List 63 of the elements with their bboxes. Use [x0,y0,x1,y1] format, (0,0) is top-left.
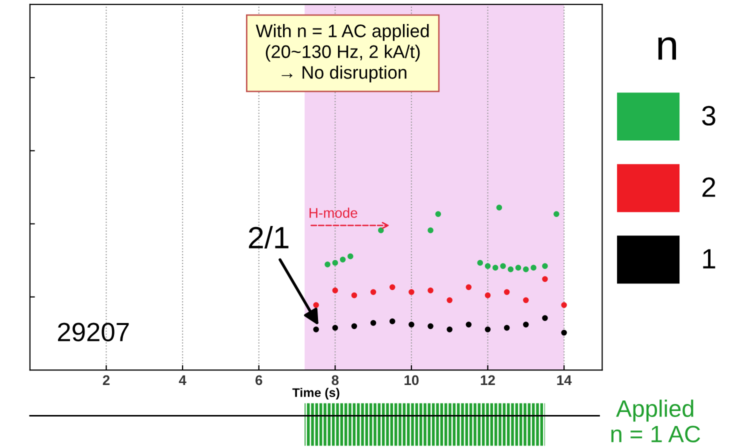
x-axis-title: Time (s) [292,388,340,400]
point [530,264,536,271]
point [500,263,506,269]
x-tick-label: 14 [557,375,572,385]
point [523,266,529,272]
point [561,302,567,308]
point [313,302,319,308]
point [389,284,396,290]
legend-label: 3 [702,106,716,126]
point [504,324,510,331]
x-tick-label: 12 [480,375,495,385]
legend-title: n [658,37,676,60]
point [408,322,414,328]
point [484,292,491,298]
legend-label: 1 [703,249,716,268]
point [561,330,567,336]
point [484,326,491,332]
point [428,288,434,294]
annotation: H-mode [310,208,358,218]
point [351,323,358,330]
x-tick-label: 2 [102,375,110,385]
point [515,264,522,271]
point [542,263,548,269]
point [332,260,338,266]
point [466,284,472,290]
point [428,323,434,330]
point [508,266,514,272]
point [351,292,358,298]
point [348,253,354,260]
point [523,322,529,328]
x-tick-label: 8 [332,375,339,386]
point [542,276,548,282]
point [370,320,376,326]
point [408,289,414,295]
text: With n = 1 AC applied (20~130 Hz, 2 kA/t) → No disruption [256,24,429,82]
x-tick-label: 4 [178,375,186,385]
point [554,211,560,217]
annotation: 2/1 [248,226,288,248]
point [340,256,346,262]
point [492,264,498,271]
point [446,297,452,304]
point [428,227,434,234]
legend-label: 2 [702,177,716,197]
point [324,262,330,268]
point [542,315,548,321]
x-tick-label: 6 [256,375,262,386]
text: Applied n = 1 AC [611,400,700,442]
x-tick-label: 10 [404,375,419,386]
point [523,297,529,304]
point [389,318,396,324]
point [313,326,319,332]
point [332,288,338,294]
point [496,204,502,210]
point [466,322,472,328]
annotation: 29207 [58,322,129,342]
point [484,263,491,269]
point [477,260,484,266]
point [332,324,338,331]
point [446,326,452,332]
point [370,289,376,295]
point [435,211,442,217]
point [378,227,384,234]
point [504,289,510,295]
